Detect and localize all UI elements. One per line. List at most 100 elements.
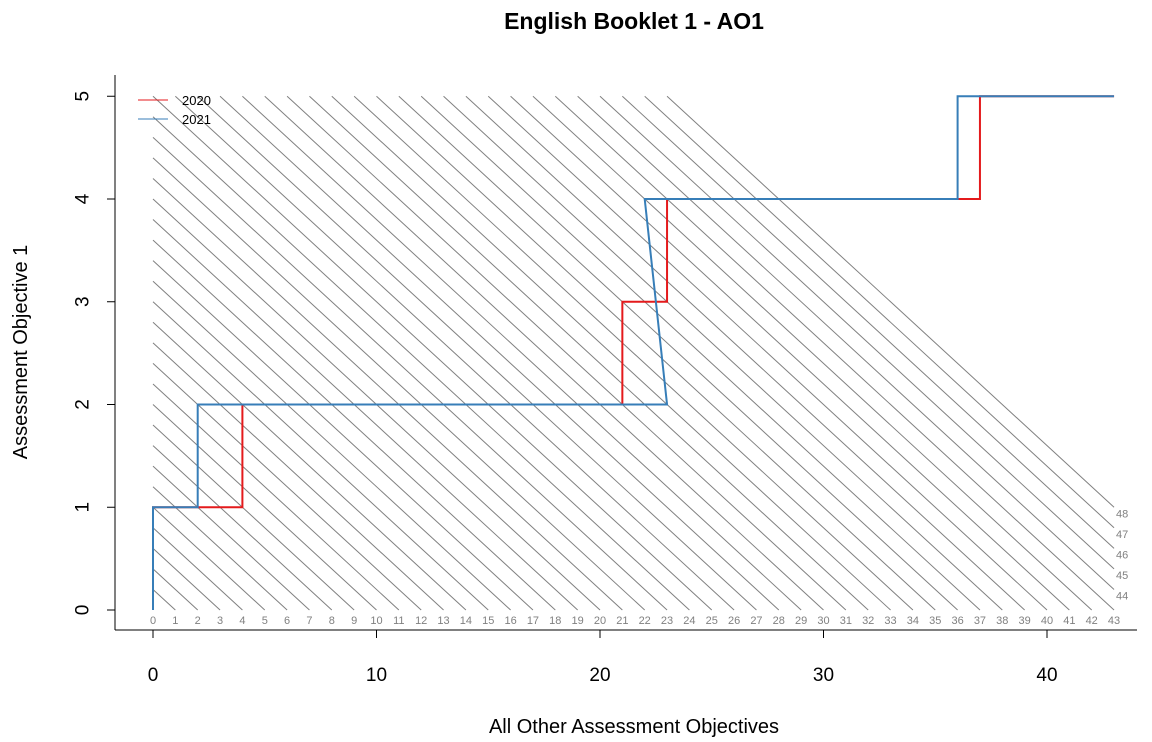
legend: 2020 2021 <box>138 93 211 127</box>
total-line-12 <box>152 363 422 611</box>
total-line-15 <box>152 301 489 611</box>
total-line-14 <box>152 321 467 611</box>
total-line-47 <box>644 95 1115 529</box>
total-line-label-41: 41 <box>1063 615 1075 627</box>
total-line-27 <box>197 95 757 611</box>
total-line-label-18: 18 <box>549 615 561 627</box>
total-line-label-44: 44 <box>1116 590 1128 602</box>
total-line-41 <box>510 95 1070 611</box>
x-axis-ticks: 0 10 20 30 40 <box>148 630 1058 686</box>
total-line-label-12: 12 <box>415 615 427 627</box>
total-line-label-42: 42 <box>1086 615 1098 627</box>
y-tick-label-1: 1 <box>73 502 94 513</box>
total-line-label-15: 15 <box>482 615 494 627</box>
total-line-label-13: 13 <box>437 615 449 627</box>
total-line-label-45: 45 <box>1116 570 1128 582</box>
series-line-2020 <box>152 95 1115 610</box>
total-line-46 <box>622 95 1115 549</box>
total-line-label-34: 34 <box>907 615 919 627</box>
chart-title: English Booklet 1 - AO1 <box>504 8 764 34</box>
total-line-7 <box>152 465 310 611</box>
total-score-lines <box>152 95 1115 611</box>
total-line-18 <box>152 239 556 611</box>
total-line-label-43: 43 <box>1108 615 1120 627</box>
total-line-23 <box>152 136 668 611</box>
x-tick-label-0: 0 <box>148 665 159 686</box>
series-line-2021 <box>152 95 1115 610</box>
total-line-11 <box>152 383 400 611</box>
y-tick-label-4: 4 <box>73 193 94 204</box>
total-line-29 <box>242 95 802 611</box>
total-line-2 <box>152 568 199 611</box>
total-line-24 <box>152 116 690 611</box>
total-line-16 <box>152 280 511 611</box>
total-line-label-30: 30 <box>817 615 829 627</box>
total-line-32 <box>309 95 869 611</box>
total-line-5 <box>152 506 266 611</box>
x-tick-label-10: 10 <box>366 665 387 686</box>
total-line-label-27: 27 <box>750 615 762 627</box>
total-line-label-23: 23 <box>661 615 673 627</box>
total-line-label-24: 24 <box>683 615 695 627</box>
total-line-17 <box>152 260 534 611</box>
y-tick-label-3: 3 <box>73 296 94 307</box>
total-line-label-9: 9 <box>351 615 357 627</box>
total-line-37 <box>420 95 981 611</box>
total-line-30 <box>264 95 824 611</box>
total-line-26 <box>175 95 735 611</box>
total-line-label-33: 33 <box>884 615 896 627</box>
total-line-35 <box>376 95 936 611</box>
total-line-21 <box>152 178 623 611</box>
total-line-label-0: 0 <box>150 615 156 627</box>
series-layer <box>152 95 1115 610</box>
total-line-40 <box>487 95 1048 611</box>
total-line-label-40: 40 <box>1041 615 1053 627</box>
total-line-3 <box>152 547 221 611</box>
total-line-label-35: 35 <box>929 615 941 627</box>
total-line-label-37: 37 <box>974 615 986 627</box>
total-line-label-1: 1 <box>172 615 178 627</box>
total-line-13 <box>152 342 444 611</box>
total-line-48 <box>666 95 1115 508</box>
legend-label-2021: 2021 <box>182 112 211 127</box>
legend-label-2020: 2020 <box>182 93 211 108</box>
total-line-39 <box>465 95 1025 611</box>
total-line-label-36: 36 <box>951 615 963 627</box>
total-line-label-31: 31 <box>840 615 852 627</box>
total-line-45 <box>599 95 1115 570</box>
total-line-1 <box>152 589 176 611</box>
total-line-25 <box>152 95 713 611</box>
total-line-label-19: 19 <box>572 615 584 627</box>
total-line-19 <box>152 219 578 611</box>
total-line-38 <box>443 95 1003 611</box>
total-line-22 <box>152 157 646 611</box>
total-line-label-5: 5 <box>262 615 268 627</box>
total-line-label-3: 3 <box>217 615 223 627</box>
total-line-8 <box>152 445 333 611</box>
x-tick-label-20: 20 <box>589 665 610 686</box>
total-line-9 <box>152 424 355 611</box>
total-line-label-4: 4 <box>239 615 245 627</box>
total-line-44 <box>577 95 1115 590</box>
total-line-label-20: 20 <box>594 615 606 627</box>
total-line-43 <box>554 95 1115 611</box>
total-line-31 <box>286 95 847 611</box>
total-line-label-48: 48 <box>1116 508 1128 520</box>
total-line-label-11: 11 <box>393 615 404 627</box>
total-line-label-39: 39 <box>1019 615 1031 627</box>
total-line-label-14: 14 <box>460 615 472 627</box>
total-line-36 <box>398 95 958 611</box>
total-line-label-17: 17 <box>527 615 539 627</box>
total-line-33 <box>331 95 891 611</box>
y-axis-label: Assessment Objective 1 <box>10 245 32 460</box>
y-axis-ticks: 0 1 2 3 4 5 <box>73 91 115 615</box>
total-line-label-22: 22 <box>639 615 651 627</box>
y-tick-label-2: 2 <box>73 399 94 410</box>
y-tick-label-0: 0 <box>73 605 94 616</box>
total-line-4 <box>152 527 243 611</box>
total-line-label-26: 26 <box>728 615 740 627</box>
x-tick-label-30: 30 <box>813 665 834 686</box>
total-line-6 <box>152 486 288 611</box>
total-score-labels: 0 1 2 3 4 5 6 7 8 9 10 11 12 13 14 15 16 17 18 19 20 21 22 23 24… <box>150 508 1128 627</box>
